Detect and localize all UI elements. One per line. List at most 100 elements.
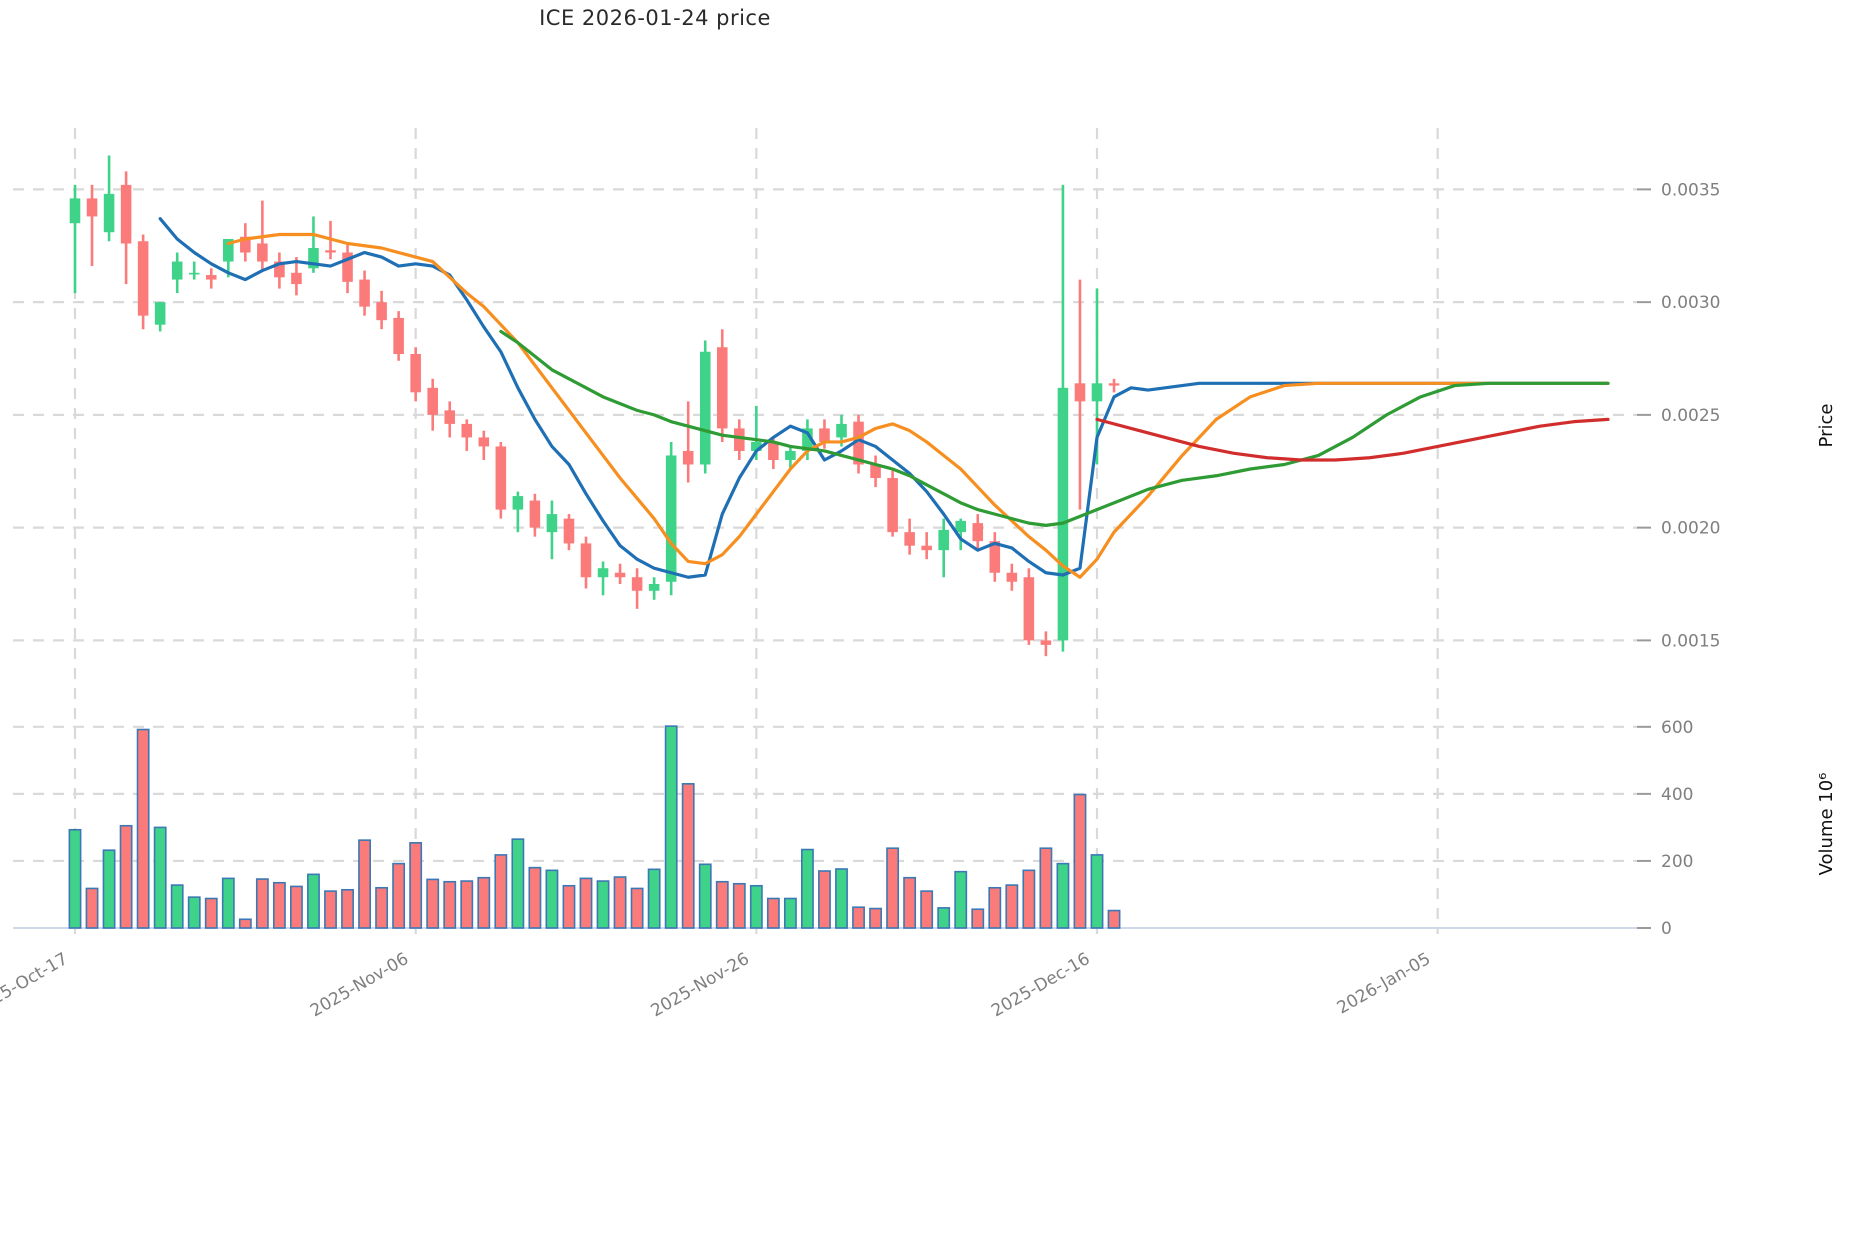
candle-body <box>223 238 234 262</box>
price-tick-label-0: 0.0035 <box>1661 180 1720 200</box>
volume-bar <box>937 907 951 929</box>
candle-body <box>86 198 98 217</box>
volume-bar <box>477 876 491 929</box>
volume-bar <box>920 890 934 929</box>
volume-tick-label-1: 400 <box>1661 785 1693 805</box>
candle-body <box>1006 572 1018 582</box>
candle-body <box>154 302 166 325</box>
volume-bar <box>1073 793 1087 929</box>
volume-bar <box>988 886 1002 929</box>
volume-bar <box>1039 847 1053 929</box>
candle <box>887 469 898 537</box>
candle-body <box>1057 387 1069 641</box>
candle-body <box>938 529 949 551</box>
price-tick-label-3: 0.0020 <box>1661 519 1720 539</box>
candle <box>69 184 81 294</box>
x-tick-label-2: 2025-Nov-26 <box>648 949 753 1021</box>
candle <box>1108 378 1120 393</box>
candle-body <box>1108 383 1120 386</box>
volume-bar <box>783 897 797 929</box>
volume-bar <box>136 728 150 929</box>
candle-body <box>103 193 115 233</box>
volume-bar <box>698 863 712 929</box>
candle <box>785 446 796 470</box>
candle <box>682 401 694 483</box>
volume-bar <box>545 869 559 929</box>
candle-body <box>69 198 81 224</box>
candle <box>819 419 830 449</box>
candle <box>478 430 490 460</box>
candle <box>291 257 302 296</box>
volume-bar <box>664 725 678 929</box>
candle-body <box>325 250 336 253</box>
candle <box>716 329 728 442</box>
candle-body <box>699 351 711 465</box>
candle <box>1040 631 1052 657</box>
candle-body <box>802 428 813 451</box>
volume-bar <box>272 881 286 929</box>
candle-body <box>836 423 847 438</box>
volume-bar <box>68 828 82 929</box>
candle-body <box>597 568 609 578</box>
line-series-group <box>158 217 1610 579</box>
candle-body <box>716 347 728 429</box>
candle-body <box>580 543 592 578</box>
price-tick-label-4: 0.0015 <box>1661 631 1720 651</box>
candle-body <box>768 441 779 460</box>
volume-bar <box>1005 884 1019 929</box>
candle <box>444 401 456 438</box>
volume-bar <box>596 880 610 929</box>
price-tick-label-1: 0.0030 <box>1661 293 1720 313</box>
volume-bar <box>187 896 201 929</box>
volume-bar <box>1107 909 1121 929</box>
candle <box>972 514 984 551</box>
volume-bar <box>852 906 865 929</box>
candle-body <box>257 243 268 262</box>
candle-body <box>1091 383 1103 402</box>
candle-body <box>529 500 541 528</box>
volume-bar <box>358 839 371 929</box>
candle-body <box>563 518 575 544</box>
volume-bar <box>102 849 116 929</box>
volume-bar <box>749 884 763 929</box>
candle <box>597 561 609 596</box>
volume-bar <box>903 876 917 929</box>
x-tick-label-4: 2026-Jan-05 <box>1334 949 1434 1018</box>
candle-body <box>240 236 251 253</box>
chart-title: ICE 2026-01-24 price <box>539 6 771 30</box>
candle-body <box>478 437 490 447</box>
candle <box>1074 279 1086 510</box>
candle <box>205 268 217 289</box>
volume-bar <box>766 897 780 929</box>
candle-body <box>751 441 762 451</box>
candle <box>393 311 404 361</box>
candle <box>580 536 592 589</box>
candle-body <box>137 241 149 316</box>
candle <box>359 270 370 316</box>
volume-bar <box>290 885 303 929</box>
candle-body <box>427 387 438 415</box>
candle <box>614 563 626 585</box>
candle <box>495 441 507 519</box>
line-series-0 <box>158 217 1610 579</box>
volume-bar <box>443 880 457 929</box>
candle-body <box>120 184 132 244</box>
volume-bar <box>647 868 661 929</box>
volume-bar <box>971 908 985 929</box>
volume-bar <box>1022 869 1036 929</box>
x-tick-label-0: 2025-Oct-17 <box>0 949 71 1020</box>
candle <box>699 340 711 474</box>
candle-body <box>785 450 796 460</box>
volume-bar <box>562 884 576 929</box>
volume-bar <box>681 783 695 929</box>
volume-bar <box>460 880 474 929</box>
candle <box>989 532 1001 582</box>
volume-bar <box>204 897 218 929</box>
candle-body <box>512 496 524 510</box>
volume-tick-label-0: 600 <box>1661 718 1693 738</box>
candle <box>938 518 949 578</box>
price-tick-label-2: 0.0025 <box>1661 406 1720 426</box>
volume-bar <box>255 878 269 929</box>
candle <box>512 491 524 533</box>
candle <box>427 378 438 431</box>
